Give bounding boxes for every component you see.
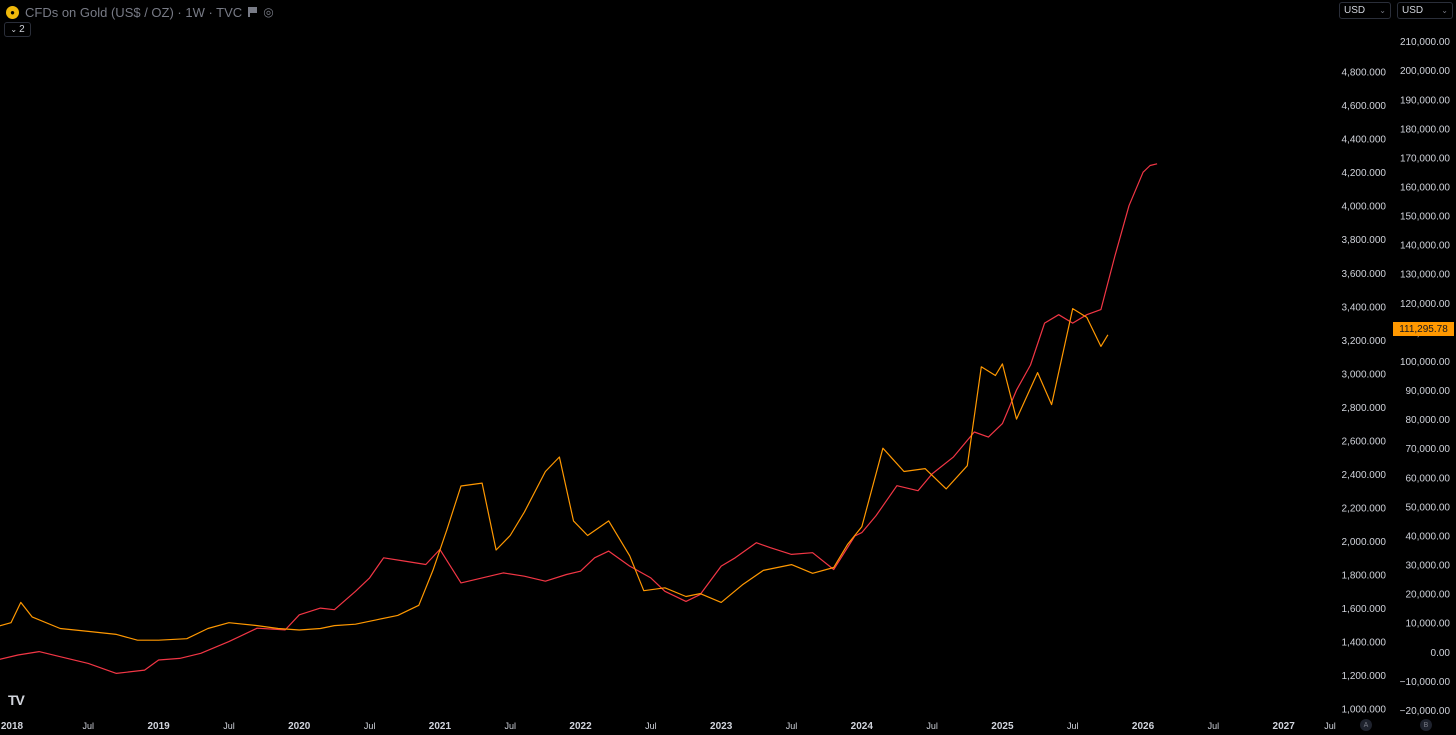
left-axis-tick-label: 4,600.000 xyxy=(1342,101,1387,112)
right-axis-tick-label: −10,000.00 xyxy=(1400,677,1451,688)
gold-series-line xyxy=(0,163,1158,675)
x-axis-tick-label: 2023 xyxy=(710,721,733,732)
left-axis-tick-label: 1,600.000 xyxy=(1342,604,1387,615)
right-axis-tick-label: 0.00 xyxy=(1431,648,1451,659)
right-currency-label: USD xyxy=(1402,5,1424,16)
x-axis-tick-label: 2020 xyxy=(288,721,311,732)
left-axis-tick-label: 1,200.000 xyxy=(1342,671,1387,682)
chart-header: ● CFDs on Gold (US$ / OZ) · 1W · TVC ◎ xyxy=(6,3,274,21)
left-axis-tick-label: 2,400.000 xyxy=(1342,470,1387,481)
right-axis-tick-label: 30,000.00 xyxy=(1406,561,1451,572)
x-axis-tick-label: Jul xyxy=(645,721,657,731)
left-axis-tick-label: 1,400.000 xyxy=(1342,638,1387,649)
right-axis-tick-label: 120,000.00 xyxy=(1400,299,1450,310)
x-axis-tick-label: Jul xyxy=(1324,721,1336,731)
right-axis-tick-label: 190,000.00 xyxy=(1400,95,1450,106)
right-axis-tick-label: 100,000.00 xyxy=(1400,357,1450,368)
x-axis-tick-label: Jul xyxy=(1067,721,1079,731)
left-axis-tick-label: 2,600.000 xyxy=(1342,436,1387,447)
flag-icon[interactable] xyxy=(248,7,258,17)
left-axis-tick-label: 3,600.000 xyxy=(1342,269,1387,280)
right-axis-tick-label: 150,000.00 xyxy=(1400,212,1450,223)
x-axis-tick-label: Jul xyxy=(926,721,938,731)
indicator-toggle[interactable]: ⌄ 2 xyxy=(4,22,31,37)
right-axis-tick-label: 180,000.00 xyxy=(1400,124,1450,135)
left-axis-tick-label: 4,000.000 xyxy=(1342,202,1387,213)
indicator-count: 2 xyxy=(19,24,25,35)
last-price-tag: 111,295.78 xyxy=(1393,322,1454,336)
auto-scale-badge-a[interactable]: A xyxy=(1360,719,1372,731)
right-axis-tick-label: 80,000.00 xyxy=(1406,415,1451,426)
hide-eye-icon[interactable]: ◎ xyxy=(263,5,274,19)
x-axis-tick-label: 2027 xyxy=(1273,721,1296,732)
auto-scale-badge-b[interactable]: B xyxy=(1420,719,1432,731)
left-axis-tick-label: 1,800.000 xyxy=(1342,571,1387,582)
left-axis-tick-label: 2,000.000 xyxy=(1342,537,1387,548)
right-axis-tick-label: 200,000.00 xyxy=(1400,66,1450,77)
right-axis-tick-label: −20,000.00 xyxy=(1400,706,1451,717)
x-axis-tick-label: Jul xyxy=(504,721,516,731)
chevron-down-icon: ⌄ xyxy=(1379,6,1386,15)
x-axis-tick-label: Jul xyxy=(83,721,95,731)
right-axis-tick-label: 210,000.00 xyxy=(1400,37,1450,48)
left-axis-tick-label: 4,400.000 xyxy=(1342,135,1387,146)
left-axis-tick-label: 4,200.000 xyxy=(1342,168,1387,179)
right-axis-tick-label: 170,000.00 xyxy=(1400,153,1450,164)
x-axis-tick-label: 2025 xyxy=(991,721,1014,732)
chevron-down-icon: ⌄ xyxy=(10,25,18,34)
x-axis-tick-label: 2022 xyxy=(569,721,592,732)
chevron-down-icon: ⌄ xyxy=(1441,6,1448,15)
right-axis-tick-label: 40,000.00 xyxy=(1406,531,1451,542)
right-axis-tick-label: 20,000.00 xyxy=(1406,590,1451,601)
left-axis-tick-label: 3,800.000 xyxy=(1342,235,1387,246)
left-axis-tick-label: 2,800.000 xyxy=(1342,403,1387,414)
right-axis-tick-label: 70,000.00 xyxy=(1406,444,1451,455)
left-currency-select[interactable]: USD ⌄ xyxy=(1339,2,1391,19)
right-axis-tick-label: 130,000.00 xyxy=(1400,270,1450,281)
x-axis-tick-label: 2019 xyxy=(148,721,171,732)
right-currency-select[interactable]: USD ⌄ xyxy=(1397,2,1453,19)
right-axis-tick-label: 140,000.00 xyxy=(1400,241,1450,252)
x-axis-tick-label: Jul xyxy=(786,721,798,731)
left-axis-tick-label: 3,000.000 xyxy=(1342,369,1387,380)
left-currency-label: USD xyxy=(1344,5,1366,16)
x-axis-tick-label: 2021 xyxy=(429,721,452,732)
left-axis-tick-label: 3,400.000 xyxy=(1342,302,1387,313)
right-axis-tick-label: 160,000.00 xyxy=(1400,182,1450,193)
x-axis-tick-label: 2024 xyxy=(851,721,874,732)
x-axis-tick-label: 2018 xyxy=(1,721,24,732)
right-axis-tick-label: 10,000.00 xyxy=(1406,619,1451,630)
x-axis-tick-label: Jul xyxy=(223,721,235,731)
symbol-title[interactable]: CFDs on Gold (US$ / OZ) · 1W · TVC xyxy=(25,4,243,20)
x-axis-tick-label: 2026 xyxy=(1132,721,1155,732)
right-axis-tick-label: 60,000.00 xyxy=(1406,473,1451,484)
x-axis-tick-label: Jul xyxy=(364,721,376,731)
x-axis-tick-label: Jul xyxy=(1208,721,1220,731)
left-axis-tick-label: 1,000.000 xyxy=(1342,705,1387,716)
left-axis-tick-label: 4,800.000 xyxy=(1342,68,1387,79)
gold-coin-icon: ● xyxy=(6,5,19,19)
right-axis-tick-label: 90,000.00 xyxy=(1406,386,1451,397)
bitcoin-series-line xyxy=(0,308,1109,641)
right-axis-tick-label: 50,000.00 xyxy=(1406,502,1451,513)
tradingview-logo-icon[interactable]: TV xyxy=(8,692,25,708)
left-axis-tick-label: 2,200.000 xyxy=(1342,503,1387,514)
left-axis-tick-label: 3,200.000 xyxy=(1342,336,1387,347)
